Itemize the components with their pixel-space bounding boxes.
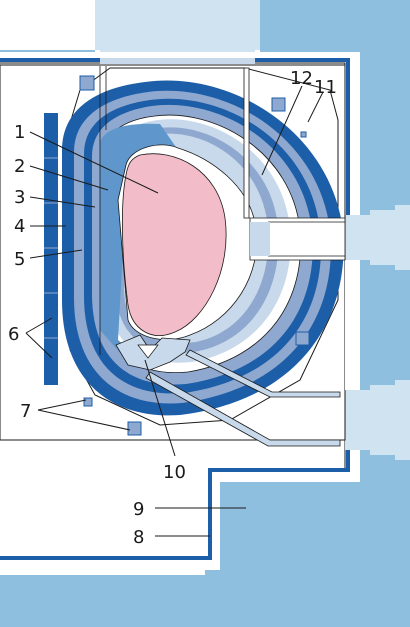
callout-10: 10 [163, 462, 186, 483]
right-port-cutout-lower [345, 380, 410, 460]
leader-12 [261, 85, 303, 176]
callout-labels: 1 2 3 4 5 6 7 8 9 10 11 12 [8, 68, 337, 548]
leader-5 [29, 249, 83, 259]
leader-2 [29, 165, 109, 191]
top-port-flange [100, 58, 255, 64]
leader-10 [144, 359, 176, 457]
pf-coil-5 [83, 397, 93, 407]
leader-6a [25, 317, 53, 334]
equatorial-port-duct [249, 217, 346, 261]
right-port-cutout-upper [345, 205, 410, 270]
callout-3: 3 [14, 187, 25, 208]
pf-coil-2 [271, 97, 286, 112]
callout-6: 6 [8, 324, 19, 345]
leader-3 [29, 196, 96, 208]
divertor-cassette [115, 334, 191, 371]
callout-2: 2 [14, 156, 25, 177]
leader-1 [29, 131, 159, 194]
inner-divertor-leg [100, 123, 178, 362]
callout-5: 5 [14, 249, 25, 270]
cryostat-gap [345, 260, 355, 390]
pf-coil-3 [300, 131, 307, 138]
leader-7b [37, 409, 131, 431]
callout-1: 1 [14, 122, 25, 143]
leader-lines [25, 85, 324, 537]
central-solenoid-stack [44, 113, 58, 385]
leader-6b [25, 332, 53, 359]
callout-11: 11 [314, 77, 337, 98]
callout-9: 9 [133, 499, 144, 520]
callout-4: 4 [14, 216, 25, 237]
leader-11 [307, 91, 324, 123]
central-solenoid [44, 113, 58, 385]
callout-8: 8 [133, 527, 144, 548]
divertor-dome [137, 344, 159, 359]
top-port [95, 0, 260, 52]
upper-port-duct [99, 66, 250, 355]
callout-7: 7 [20, 401, 31, 422]
plasma [121, 153, 227, 336]
pf-coil-4 [295, 331, 310, 346]
lower-port-ducts [145, 349, 341, 447]
room-liner [0, 58, 350, 560]
poloidal-field-coils [79, 75, 310, 436]
pf-coil-1 [79, 75, 95, 91]
leader-7a [37, 399, 87, 411]
pf-coil-6 [127, 421, 142, 436]
callout-12: 12 [290, 68, 313, 89]
